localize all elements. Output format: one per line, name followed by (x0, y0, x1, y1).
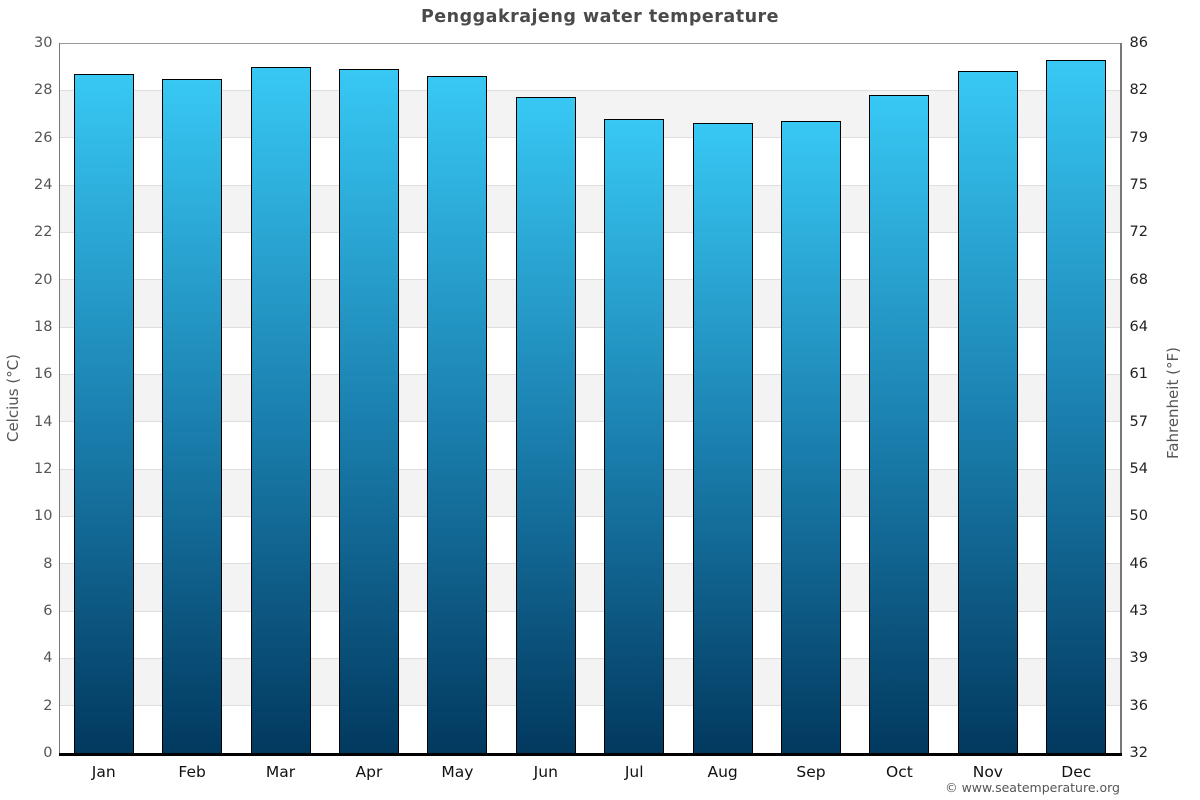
y-tick-label-celsius: 8 (43, 555, 53, 572)
x-tick-label-nov: Nov (972, 763, 1003, 781)
grid-band (59, 658, 1121, 706)
gridline (59, 373, 1121, 375)
y-tick-label-fahrenheit: 61 (1129, 366, 1148, 383)
gridline (59, 421, 1121, 423)
gridline (59, 89, 1121, 91)
gridline (59, 184, 1121, 186)
bar-dec (1046, 59, 1107, 753)
x-tick-label-may: May (441, 763, 474, 781)
grid-band (59, 90, 1121, 138)
bar-jan (73, 73, 134, 753)
bar-feb (162, 78, 223, 753)
y-tick-label-celsius: 14 (34, 413, 53, 430)
y-tick-label-celsius: 24 (34, 177, 53, 193)
y-tick-label-fahrenheit: 82 (1129, 82, 1148, 99)
bar-oct (869, 95, 930, 753)
x-tick-label-jul: Jul (624, 763, 644, 781)
bar-nov (957, 71, 1018, 753)
y-axis-label-fahrenheit: Fahrenheit (°F) (1164, 347, 1182, 459)
y-tick-label-fahrenheit: 54 (1129, 461, 1148, 477)
y-tick-label-fahrenheit: 79 (1129, 129, 1148, 146)
gridline (59, 137, 1121, 139)
y-tick-label-celsius: 12 (34, 461, 53, 477)
gridline (59, 657, 1121, 659)
gridline (59, 279, 1121, 281)
gridline (59, 563, 1121, 565)
x-tick-label-dec: Dec (1061, 763, 1092, 781)
bar-apr (338, 69, 399, 753)
bar-jun (515, 97, 576, 753)
y-tick-label-fahrenheit: 50 (1129, 508, 1148, 525)
bar-jul (604, 118, 665, 753)
y-tick-label-fahrenheit: 32 (1129, 745, 1148, 761)
y-tick-label-fahrenheit: 57 (1129, 413, 1148, 430)
y-tick-label-fahrenheit: 39 (1129, 650, 1148, 667)
grid-band (59, 563, 1121, 611)
y-tick-label-fahrenheit: 36 (1129, 697, 1148, 714)
x-tick-label-mar: Mar (265, 763, 296, 781)
x-tick-label-apr: Apr (355, 763, 383, 781)
x-tick-label-sep: Sep (796, 763, 826, 781)
bar-aug (692, 123, 753, 753)
y-tick-label-celsius: 6 (43, 603, 53, 619)
y-tick-label-fahrenheit: 72 (1129, 224, 1148, 241)
x-tick-label-feb: Feb (178, 763, 206, 781)
y-tick-label-celsius: 30 (34, 35, 53, 51)
right-axis-line (1120, 43, 1122, 753)
y-tick-label-celsius: 16 (34, 366, 53, 383)
copyright-footer: © www.seatemperature.org (945, 780, 1120, 795)
gridline (59, 231, 1121, 233)
gridline (59, 705, 1121, 707)
y-tick-label-celsius: 10 (34, 508, 53, 525)
gridline (59, 326, 1121, 328)
gridline (59, 468, 1121, 470)
x-tick-label-aug: Aug (707, 763, 738, 781)
y-tick-label-celsius: 20 (34, 271, 53, 288)
bar-may (427, 76, 488, 753)
y-axis-label-celsius: Celcius (°C) (4, 353, 22, 443)
y-tick-label-fahrenheit: 68 (1129, 271, 1148, 288)
bar-sep (781, 121, 842, 753)
x-tick-label-oct: Oct (886, 763, 913, 781)
y-tick-label-fahrenheit: 86 (1129, 35, 1148, 51)
y-tick-label-fahrenheit: 64 (1129, 319, 1148, 335)
y-tick-label-fahrenheit: 75 (1129, 177, 1148, 193)
y-tick-label-celsius: 0 (43, 745, 53, 761)
grid-band (59, 185, 1121, 233)
y-tick-label-fahrenheit: 46 (1129, 555, 1148, 572)
y-tick-label-celsius: 28 (34, 82, 53, 99)
y-tick-label-celsius: 2 (43, 697, 53, 714)
grid-band (59, 279, 1121, 327)
gridline (59, 42, 1121, 44)
bar-mar (250, 66, 311, 753)
y-tick-label-celsius: 22 (34, 224, 53, 241)
grid-band (59, 374, 1121, 422)
y-tick-label-fahrenheit: 43 (1129, 603, 1148, 619)
y-tick-label-celsius: 26 (34, 129, 53, 146)
bottom-axis-line (58, 752, 1122, 756)
gridline (59, 610, 1121, 612)
left-axis-line (58, 43, 60, 753)
grid-band (59, 469, 1121, 517)
x-tick-label-jan: Jan (91, 763, 116, 781)
y-tick-label-celsius: 18 (34, 319, 53, 335)
chart-title: Penggakrajeng water temperature (420, 7, 780, 27)
y-tick-label-celsius: 4 (43, 650, 53, 667)
gridline (59, 515, 1121, 517)
x-tick-label-jun: Jun (533, 763, 558, 781)
